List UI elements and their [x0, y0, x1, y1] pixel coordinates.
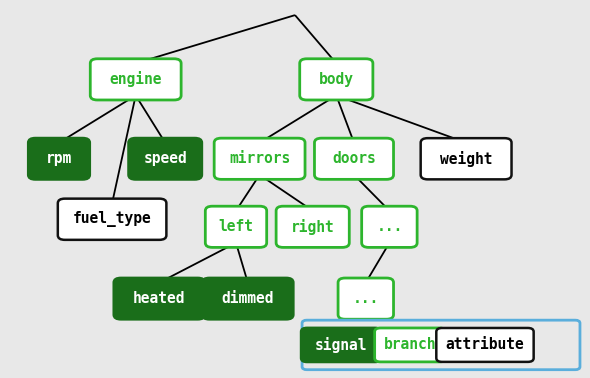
FancyBboxPatch shape [58, 199, 166, 240]
FancyBboxPatch shape [205, 206, 267, 247]
Text: signal: signal [315, 337, 367, 353]
FancyBboxPatch shape [338, 278, 394, 319]
Text: body: body [319, 72, 354, 87]
Text: left: left [218, 219, 254, 234]
FancyBboxPatch shape [302, 320, 580, 370]
FancyBboxPatch shape [90, 59, 181, 100]
Text: branch: branch [384, 338, 436, 352]
FancyBboxPatch shape [114, 278, 205, 319]
FancyBboxPatch shape [202, 278, 293, 319]
FancyBboxPatch shape [301, 328, 381, 362]
Text: dimmed: dimmed [222, 291, 274, 306]
FancyBboxPatch shape [362, 206, 417, 247]
Text: mirrors: mirrors [229, 151, 290, 166]
Text: heated: heated [133, 291, 185, 306]
Text: doors: doors [332, 151, 376, 166]
Text: engine: engine [110, 71, 162, 87]
FancyBboxPatch shape [214, 138, 305, 180]
FancyBboxPatch shape [300, 59, 373, 100]
FancyBboxPatch shape [129, 138, 202, 180]
Text: attribute: attribute [445, 338, 525, 352]
Text: speed: speed [143, 151, 187, 166]
FancyBboxPatch shape [375, 328, 445, 362]
Text: rpm: rpm [46, 151, 72, 166]
Text: ...: ... [376, 219, 402, 234]
FancyBboxPatch shape [436, 328, 533, 362]
Text: right: right [291, 219, 335, 235]
FancyBboxPatch shape [276, 206, 349, 247]
Text: weight: weight [440, 151, 492, 167]
FancyBboxPatch shape [28, 138, 90, 180]
FancyBboxPatch shape [421, 138, 512, 180]
FancyBboxPatch shape [314, 138, 394, 180]
Text: fuel_type: fuel_type [73, 211, 152, 227]
Text: ...: ... [353, 291, 379, 306]
